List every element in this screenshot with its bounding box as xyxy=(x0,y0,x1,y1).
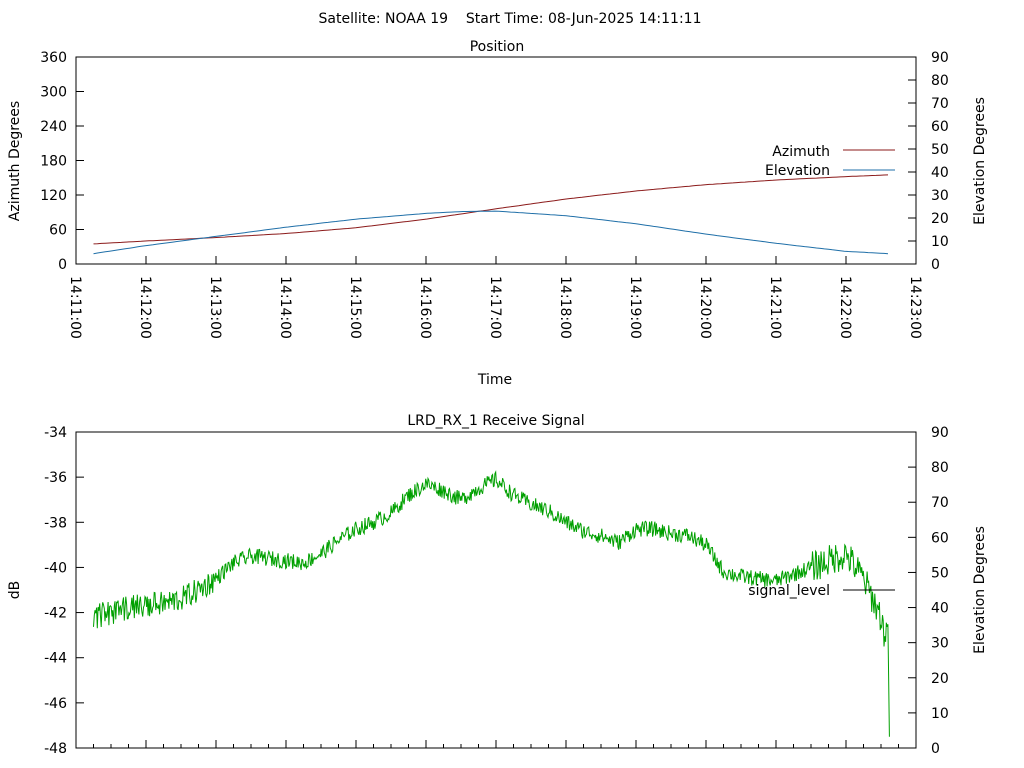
y-tick-label: 0 xyxy=(58,257,67,273)
y-tick-label: 120 xyxy=(40,188,67,204)
legend-label-signal-level: signal_level xyxy=(748,583,830,599)
y-tick-label: -34 xyxy=(44,425,67,441)
y2-tick-label: 60 xyxy=(931,119,949,135)
signal-title: LRD_RX_1 Receive Signal xyxy=(407,413,584,429)
legend-label-azimuth: Azimuth xyxy=(772,144,830,160)
x-tick-label: 14:23:00 xyxy=(907,276,923,339)
position-legend: Azimuth Elevation xyxy=(765,144,895,179)
y-tick-label: -42 xyxy=(44,606,67,622)
y2-tick-label: 40 xyxy=(931,601,949,617)
y2-tick-label: 80 xyxy=(931,460,949,476)
y2-tick-label: 70 xyxy=(931,96,949,112)
y2-tick-label: 10 xyxy=(931,234,949,250)
x-tick-label: 14:17:00 xyxy=(487,276,503,339)
signal-legend: signal_level xyxy=(748,583,895,599)
x-tick-label: 14:16:00 xyxy=(417,276,433,339)
signal-y-ticks: -48 -46 -44 -42 -40 -38 -36 -34 xyxy=(44,425,84,757)
azimuth-line xyxy=(93,174,889,245)
x-tick-label: 14:13:00 xyxy=(207,276,223,339)
x-tick-label: 14:20:00 xyxy=(697,276,713,339)
y2-tick-label: 0 xyxy=(931,257,940,273)
y-tick-label: -46 xyxy=(44,696,67,712)
x-tick-label: 14:18:00 xyxy=(557,276,573,339)
signal-ylabel: dB xyxy=(7,581,23,600)
y2-tick-label: 0 xyxy=(931,741,940,757)
position-xlabel: Time xyxy=(477,372,512,388)
position-chart: Position 0 60 120 180 240 300 360 0 10 20 30 40 50 6… xyxy=(7,39,988,388)
y-tick-label: -48 xyxy=(44,741,67,757)
y2-tick-label: 10 xyxy=(931,706,949,722)
position-y2label: Elevation Degrees xyxy=(972,97,988,225)
y-tick-label: -38 xyxy=(44,515,67,531)
position-title: Position xyxy=(470,39,525,55)
signal-y2-ticks: 0 10 20 30 40 50 60 70 80 90 xyxy=(908,425,949,757)
y2-tick-label: 70 xyxy=(931,495,949,511)
y2-tick-label: 50 xyxy=(931,565,949,581)
x-tick-label: 14:22:00 xyxy=(837,276,853,339)
y-tick-label: 180 xyxy=(40,154,67,170)
signal-level-line xyxy=(93,470,890,737)
position-y-ticks: 0 60 120 180 240 300 360 xyxy=(40,50,84,273)
y2-tick-label: 20 xyxy=(931,211,949,227)
y-tick-label: 60 xyxy=(49,223,67,239)
y-tick-label: -36 xyxy=(44,470,67,486)
x-tick-label: 14:12:00 xyxy=(137,276,153,339)
y-tick-label: 360 xyxy=(40,50,67,66)
y-tick-label: 240 xyxy=(40,119,67,135)
position-y2-ticks: 0 10 20 30 40 50 60 70 80 90 xyxy=(908,50,949,273)
signal-x-ticks xyxy=(75,740,917,748)
x-tick-label: 14:11:00 xyxy=(67,276,83,339)
elevation-line xyxy=(93,210,889,255)
x-tick-label: 14:21:00 xyxy=(767,276,783,339)
signal-chart: LRD_RX_1 Receive Signal -48-46-44-42-40-… xyxy=(7,413,988,757)
y2-tick-label: 90 xyxy=(931,425,949,441)
position-x-ticks: 14:11:00 14:12:00 14:13:00 14:14:00 14:15:00… xyxy=(67,256,923,339)
y2-tick-label: 40 xyxy=(931,165,949,181)
signal-y2label: Elevation Degrees xyxy=(972,526,988,654)
y-tick-label: -44 xyxy=(44,651,67,667)
y2-tick-label: 20 xyxy=(931,671,949,687)
position-ylabel: Azimuth Degrees xyxy=(7,101,23,221)
x-tick-label: 14:15:00 xyxy=(347,276,363,339)
legend-label-elevation: Elevation xyxy=(765,163,830,179)
figure-title: Satellite: NOAA 19 Start Time: 08-Jun-20… xyxy=(319,11,702,27)
y-tick-label: -40 xyxy=(44,560,67,576)
x-tick-label: 14:19:00 xyxy=(627,276,643,339)
y2-tick-label: 90 xyxy=(931,50,949,66)
position-plot-frame xyxy=(75,56,917,265)
x-tick-label: 14:14:00 xyxy=(277,276,293,339)
y2-tick-label: 50 xyxy=(931,142,949,158)
y2-tick-label: 30 xyxy=(931,188,949,204)
y2-tick-label: 60 xyxy=(931,530,949,546)
y-tick-label: 300 xyxy=(40,85,67,101)
y2-tick-label: 30 xyxy=(931,636,949,652)
y2-tick-label: 80 xyxy=(931,73,949,89)
